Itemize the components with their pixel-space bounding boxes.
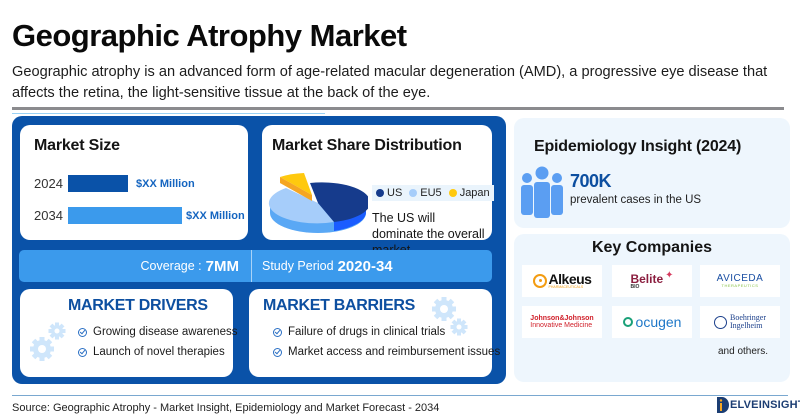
coverage-bar: Coverage : 7MM Study Period 2020-34 xyxy=(19,250,492,282)
list-item: Failure of drugs in clinical trials xyxy=(273,322,500,342)
logo-aviceda: AVICEDA THERAPEUTICS xyxy=(700,265,780,297)
divider-accent xyxy=(12,113,325,114)
check-circle-icon xyxy=(273,347,282,357)
market-share-note: The US will dominate the overall market. xyxy=(372,211,485,257)
pie-chart xyxy=(268,173,368,233)
market-drivers-title: MARKET DRIVERS xyxy=(68,297,208,314)
page-description: Geographic atrophy is an advanced form o… xyxy=(12,64,768,101)
market-size-card: Market Size 2024 $XX Million 2034 $XX Mi… xyxy=(20,125,248,240)
coverage-value: 7MM xyxy=(205,257,239,275)
market-share-title: Market Share Distribution xyxy=(272,137,462,154)
year-label: 2034 xyxy=(34,208,63,223)
list-item: Growing disease awareness xyxy=(78,322,237,342)
barriers-list: Failure of drugs in clinical trials Mark… xyxy=(273,322,500,362)
bar-2024 xyxy=(68,175,128,192)
and-others-text: and others. xyxy=(718,346,769,357)
key-companies-title: Key Companies xyxy=(591,239,713,256)
page-title: Geographic Atrophy Market xyxy=(12,18,407,53)
value-label: $XX Million xyxy=(186,209,245,222)
logo-alkeus: Alkeus PHARMACEUTICALS xyxy=(522,265,602,297)
check-circle-icon xyxy=(78,347,87,357)
market-barriers-card: MARKET BARRIERS Failure of drugs in clin… xyxy=(249,289,500,377)
legend-us: US xyxy=(376,187,402,199)
legend-japan: Japan xyxy=(448,187,490,199)
market-size-row-2034: 2034 $XX Million xyxy=(34,207,245,224)
check-circle-icon xyxy=(78,327,87,337)
market-size-title: Market Size xyxy=(34,137,120,154)
delveinsight-mark-icon xyxy=(717,397,729,413)
bar-2034 xyxy=(68,207,182,224)
logo-belite: Belite BIO ✦ xyxy=(612,265,692,297)
delveinsight-logo: ELVEINSIGHT xyxy=(716,396,800,414)
market-share-card: Market Share Distribution US EU5 Japan T… xyxy=(262,125,494,257)
list-item: Market access and reimbursement issues xyxy=(273,342,500,362)
drivers-list: Growing disease awareness Launch of nove… xyxy=(78,322,237,362)
gears-icon xyxy=(432,297,468,336)
epidemiology-caption: prevalent cases in the US xyxy=(570,194,702,206)
logo-ocugen: ocugen xyxy=(612,306,692,338)
legend-eu5: EU5 xyxy=(409,187,442,199)
value-label: $XX Million xyxy=(136,177,195,190)
people-group-icon xyxy=(521,166,563,218)
epidemiology-title: Epidemiology Insight (2024) xyxy=(534,138,742,155)
market-drivers-card: MARKET DRIVERS Growing disease awareness… xyxy=(20,289,237,377)
epidemiology-card: Epidemiology Insight (2024) 700K prevale… xyxy=(514,118,790,228)
study-period: Study Period 2020-34 xyxy=(262,257,393,275)
pie-legend: US EU5 Japan xyxy=(372,185,494,201)
market-barriers-title: MARKET BARRIERS xyxy=(263,297,415,314)
market-size-row-2024: 2024 $XX Million xyxy=(34,175,195,192)
source-text: Source: Geographic Atrophy - Market Insi… xyxy=(12,402,440,414)
logo-johnson-johnson: Johnson&Johnson Innovative Medicine xyxy=(522,306,602,338)
gears-icon xyxy=(30,322,66,361)
list-item: Launch of novel therapies xyxy=(78,342,237,362)
study-period-value: 2020-34 xyxy=(337,257,393,275)
coverage: Coverage : 7MM xyxy=(19,250,252,282)
logo-boehringer-ingelheim: Boehringer Ingelheim xyxy=(700,306,780,338)
divider xyxy=(12,107,784,110)
check-circle-icon xyxy=(273,327,282,337)
epidemiology-value: 700K xyxy=(570,171,612,191)
footer-divider xyxy=(12,395,788,396)
key-companies-card: Key Companies Alkeus PHARMACEUTICALS Bel… xyxy=(514,234,790,382)
year-label: 2024 xyxy=(34,176,63,191)
